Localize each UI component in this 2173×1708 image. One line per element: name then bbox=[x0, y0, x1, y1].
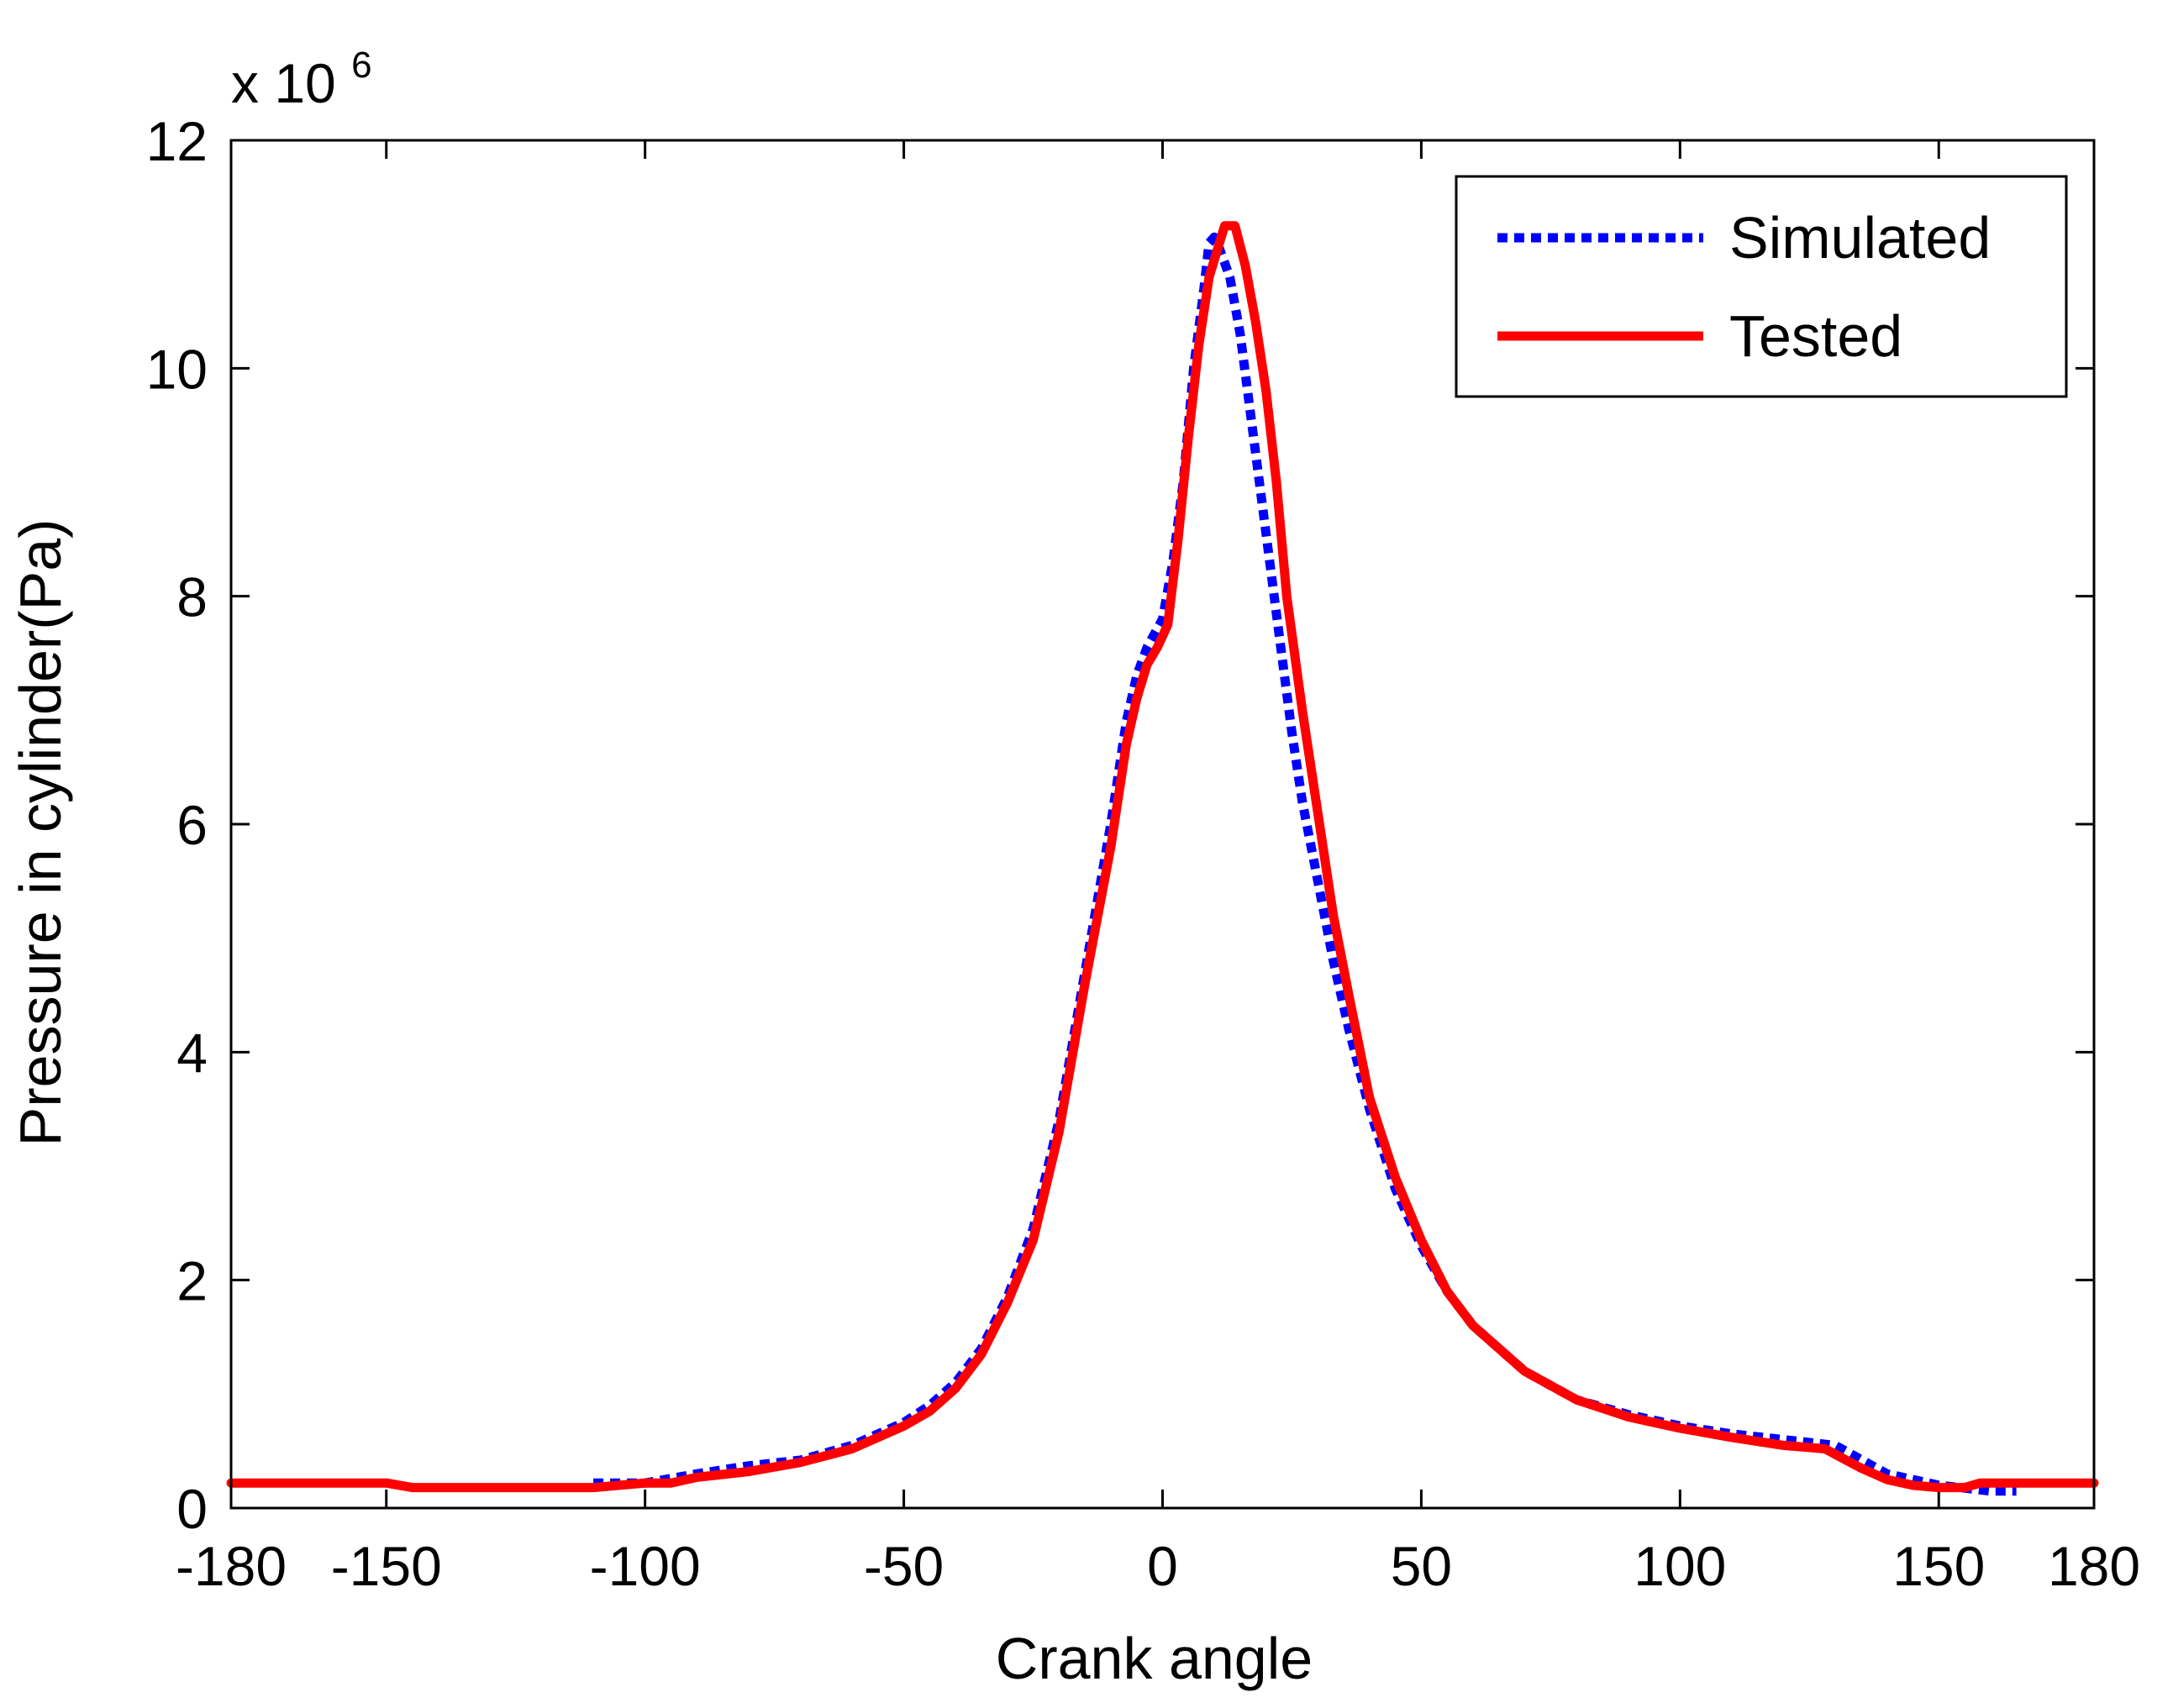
y-multiplier-exponent: 6 bbox=[351, 45, 371, 86]
y-tick-label: 8 bbox=[176, 566, 208, 628]
x-tick-label: -50 bbox=[864, 1535, 944, 1597]
y-tick-label: 6 bbox=[176, 794, 208, 856]
legend-label-simulated: Simulated bbox=[1729, 205, 1991, 271]
series-line-tested bbox=[226, 221, 2099, 1493]
legend-label-tested: Tested bbox=[1729, 303, 1902, 369]
series-layer bbox=[226, 221, 2099, 1496]
x-tick-label: 50 bbox=[1391, 1535, 1452, 1597]
y-axis-multiplier: x 10 6 bbox=[231, 45, 372, 114]
legend-box bbox=[1455, 175, 2068, 398]
x-tick-label: -100 bbox=[590, 1535, 701, 1597]
legend: Simulated Tested bbox=[1455, 175, 2068, 398]
x-tick-label: 150 bbox=[1892, 1535, 1985, 1597]
x-tick-label: 100 bbox=[1634, 1535, 1726, 1597]
x-tick-label: 0 bbox=[1147, 1535, 1178, 1597]
plot-frame bbox=[229, 139, 2096, 1510]
y-axis-label: Pressure in cylinder(Pa) bbox=[8, 519, 73, 1147]
x-tick-label: 180 bbox=[2048, 1535, 2140, 1597]
y-tick-label: 12 bbox=[146, 110, 208, 172]
x-tick-label: -180 bbox=[176, 1535, 287, 1597]
y-tick-label: 2 bbox=[176, 1250, 208, 1312]
y-tick-label: 10 bbox=[146, 338, 208, 400]
tick-labels: -180 -150 -100 -50 0 50 100 150 180 0 2 4 6 8 10 12 bbox=[146, 110, 2140, 1597]
x-axis-label: Crank angle bbox=[996, 1626, 1313, 1691]
y-tick-label: 0 bbox=[176, 1478, 208, 1540]
y-multiplier-base: x 10 bbox=[231, 52, 336, 114]
y-tick-label: 4 bbox=[176, 1022, 208, 1084]
x-tick-label: -150 bbox=[331, 1535, 442, 1597]
